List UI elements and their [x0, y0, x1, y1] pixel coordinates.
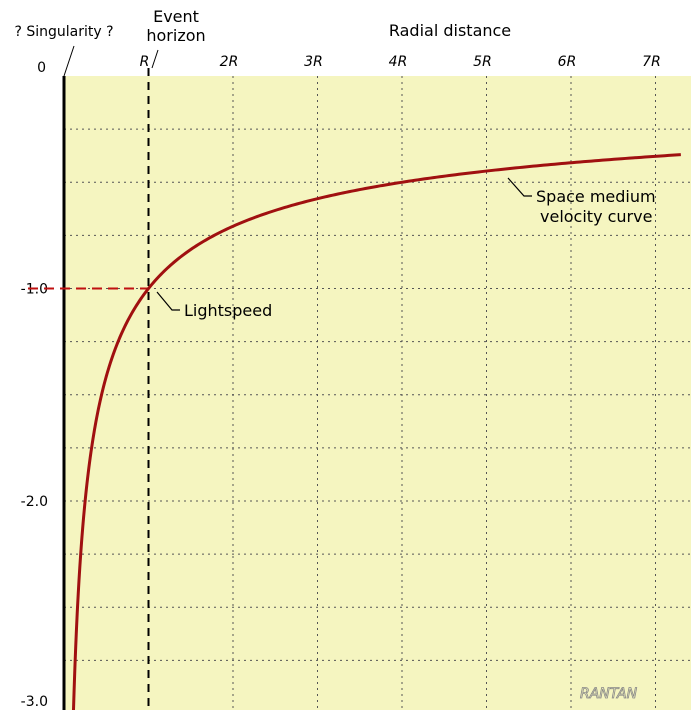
- grid-layer: [64, 76, 691, 710]
- y-tick-label: -3.0: [21, 694, 48, 710]
- lightspeed-pointer: [156, 291, 180, 311]
- event-horizon-label-line2: horizon: [146, 26, 205, 45]
- y-tick-label: 0: [37, 60, 46, 76]
- x-tick-label: R: [140, 54, 150, 70]
- x-axis-label: Radial distance: [389, 21, 511, 40]
- x-tick-label: 3R: [304, 54, 323, 70]
- singularity-pointer: [63, 45, 75, 77]
- plot-area: [64, 76, 691, 710]
- x-tick-label: 7R: [642, 54, 661, 70]
- singularity-label: ? Singularity ?: [14, 24, 113, 40]
- lightspeed-label: Lightspeed: [184, 301, 272, 320]
- watermark-logo: RANTAN: [580, 686, 638, 702]
- x-tick-label: 4R: [389, 54, 408, 70]
- y-tick-labels: 0-1.0-2.0-3.0: [21, 60, 48, 710]
- x-tick-label: 5R: [473, 54, 492, 70]
- y-tick-label: -2.0: [21, 494, 48, 510]
- curve-label-line1: Space medium: [536, 187, 656, 206]
- event-horizon-pointer: [151, 49, 159, 69]
- x-tick-label: 2R: [220, 54, 239, 70]
- event-horizon-label-line1: Event: [153, 7, 199, 26]
- curve-label-pointer: [507, 177, 532, 197]
- curve-label-line2: velocity curve: [540, 207, 652, 226]
- velocity-curve: [71, 153, 681, 710]
- x-tick-labels: R 2R 3R 4R 5R 6R 7R: [140, 54, 661, 70]
- x-tick-label: 6R: [558, 54, 577, 70]
